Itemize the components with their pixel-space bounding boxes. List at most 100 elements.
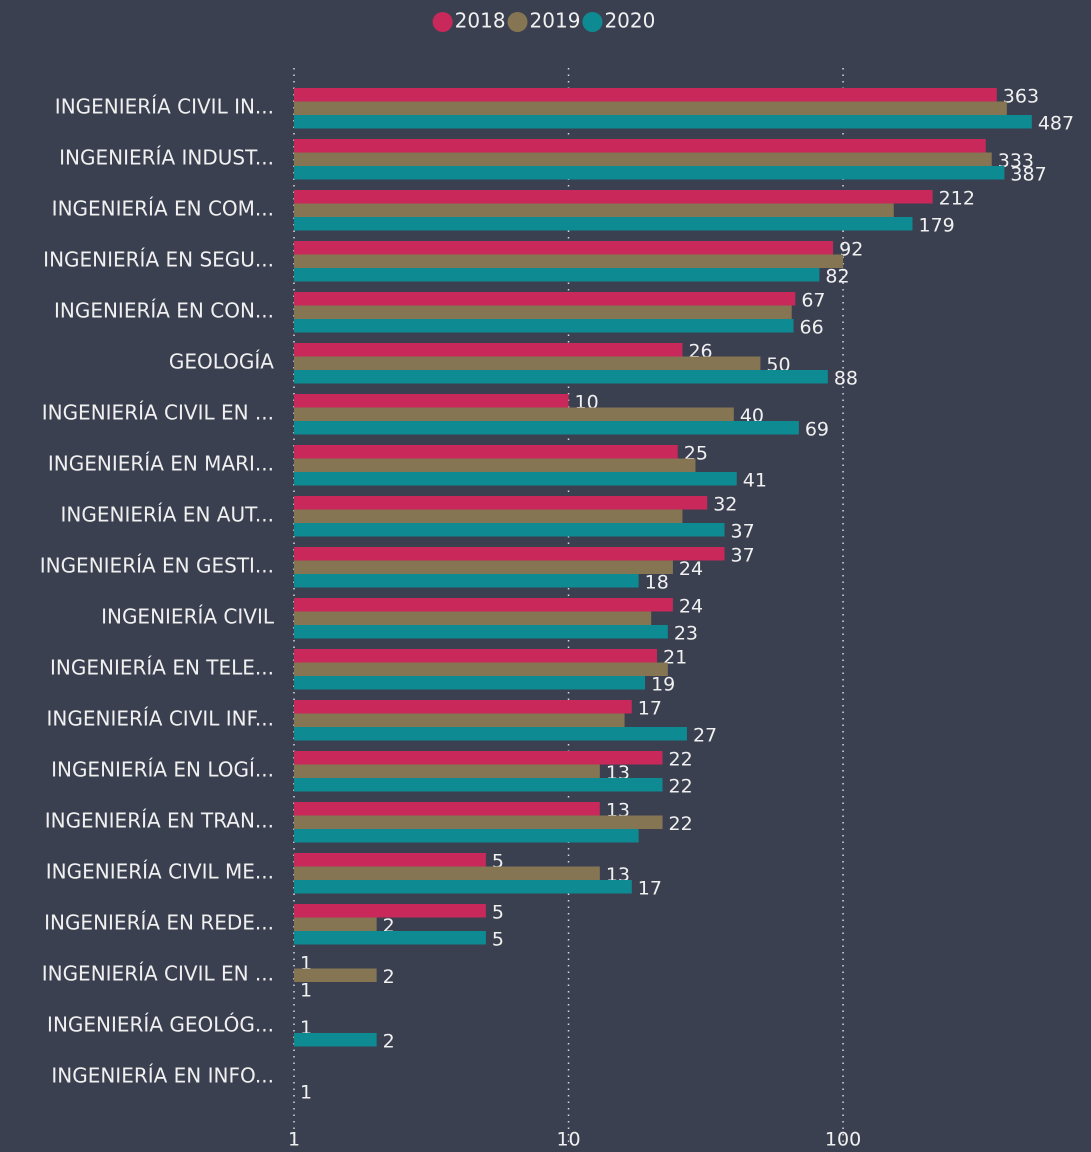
data-label: 37 [731,544,755,566]
bar [294,1033,377,1047]
category-label: GEOLOGÍA [169,350,274,374]
category-label: INGENIERÍA CIVIL EN ... [42,962,274,986]
bar [294,968,377,982]
category-label: INGENIERÍA EN LOGÍ... [51,758,274,782]
category-label: INGENIERÍA EN REDE... [44,911,274,935]
category-label: INGENIERÍA EN TELE... [50,656,274,680]
bar [294,764,600,778]
legend-label: 2018 [455,9,506,33]
bar [294,560,673,574]
x-tick-label: 1 [288,1129,300,1151]
bar [294,166,1005,180]
data-label: 363 [1003,85,1039,107]
category-label: INGENIERÍA CIVIL [101,605,275,629]
bar [294,598,673,612]
category-label: INGENIERÍA CIVIL INF... [47,707,275,731]
data-label: 2 [383,966,395,988]
data-label: 21 [663,646,687,668]
data-label: 212 [939,187,975,209]
category-label: INGENIERÍA CIVIL ME... [46,860,274,884]
bar [294,407,734,421]
data-label: 66 [800,316,824,338]
data-label: 17 [638,697,662,719]
category-label: INGENIERÍA EN CON... [54,299,274,323]
bar [294,547,725,561]
bar [294,115,1032,129]
bar [294,523,725,537]
legend-marker [507,12,528,32]
bar [294,778,663,792]
bar [294,611,652,625]
data-label: 333 [998,150,1034,172]
legend-marker [432,12,453,32]
category-label: INGENIERÍA CIVIL EN ... [42,401,274,425]
category-label: INGENIERÍA EN GESTI... [40,554,274,578]
data-label: 1 [300,979,312,1001]
data-label: 82 [825,265,849,287]
category-label: INGENIERÍA EN AUT... [60,503,274,527]
bar [294,625,668,639]
data-label: 92 [839,238,863,260]
bar [294,751,663,765]
data-label: 22 [669,813,693,835]
data-label: 387 [1010,163,1046,185]
bar [294,394,569,408]
category-label: INGENIERÍA EN INFO... [51,1064,274,1088]
data-label: 24 [679,558,703,580]
bar [294,343,683,357]
data-label: 69 [805,418,829,440]
bar [294,101,1007,115]
bar [294,445,678,459]
bar [294,649,657,663]
data-label: 23 [674,622,698,644]
bar [294,676,646,690]
bar [294,727,687,741]
data-label: 5 [492,901,504,923]
bar [294,802,600,816]
bar [294,152,992,166]
bar [294,139,986,153]
bar [294,203,894,217]
data-label: 19 [651,673,675,695]
legend-marker [582,12,603,32]
bar [294,458,696,472]
category-label: INGENIERÍA CIVIL IN... [55,95,274,119]
category-label: INGENIERÍA INDUST... [59,146,274,170]
bar [294,700,632,714]
category-label: INGENIERÍA GEOLÓG... [47,1013,274,1037]
bar [294,904,486,918]
bar [294,509,683,523]
bar [294,190,933,204]
bar [294,829,639,843]
bar [294,268,820,282]
bar [294,815,663,829]
category-label: INGENIERÍA EN SEGU... [43,248,274,272]
data-label: 27 [693,724,717,746]
bar [294,662,668,676]
category-label: INGENIERÍA EN MARI... [48,452,274,476]
bar [294,713,625,727]
bar [294,866,600,880]
data-label: 41 [743,469,767,491]
bar [294,241,834,255]
bar [294,254,844,268]
bar [294,472,737,486]
x-tick-label: 100 [825,1129,861,1151]
data-label: 18 [645,571,669,593]
data-label: 32 [713,493,737,515]
bar [294,496,708,510]
bar [294,319,794,333]
x-tick-label: 10 [556,1129,580,1151]
data-label: 5 [492,928,504,950]
bar [294,370,828,384]
data-label: 37 [731,520,755,542]
data-label: 24 [679,595,703,617]
data-label: 2 [383,1030,395,1052]
bar [294,931,486,945]
legend-label: 2020 [604,9,655,33]
bar [294,88,997,102]
category-label: INGENIERÍA EN TRAN... [45,809,274,833]
bar [294,917,377,931]
